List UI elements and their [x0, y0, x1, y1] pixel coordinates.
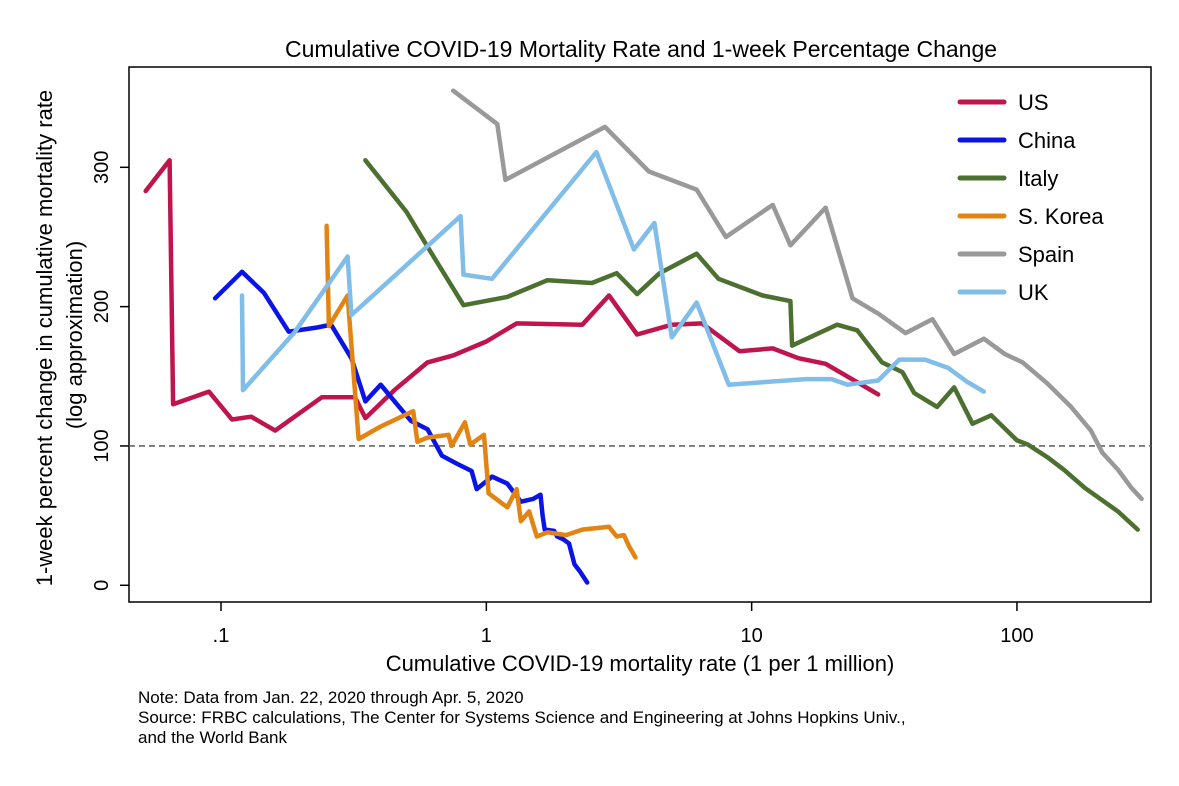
y-axis-label-line-2: (log approximation) [62, 241, 87, 429]
legend-label: Italy [1018, 166, 1058, 191]
x-axis-label: Cumulative COVID-19 mortality rate (1 pe… [386, 651, 895, 676]
y-tick-label: 300 [91, 151, 113, 184]
y-axis-ticks: 0 100 200 300 [91, 151, 129, 591]
y-tick-label: 0 [91, 580, 113, 591]
legend-label: S. Korea [1018, 204, 1104, 229]
note-line: Note: Data from Jan. 22, 2020 through Ap… [138, 688, 524, 707]
series-line-italy [363, 158, 1140, 532]
series-line-spain [450, 88, 1144, 502]
x-axis-ticks: .1 1 10 100 [213, 602, 1034, 647]
legend-label: US [1018, 90, 1049, 115]
series-line-uk [239, 149, 987, 394]
source-line-continued: and the World Bank [138, 728, 287, 747]
y-axis-label: 1-week percent change in cumulative mort… [32, 84, 87, 587]
legend-label: China [1018, 128, 1076, 153]
chart: Cumulative COVID-19 Mortality Rate and 1… [32, 36, 1152, 676]
x-tick-label: 1 [481, 625, 492, 647]
legend-label: UK [1018, 280, 1049, 305]
y-tick-label: 100 [91, 429, 113, 462]
series-line-s-korea [324, 223, 638, 560]
plot-frame [128, 66, 1152, 603]
legend: US China Italy S. Korea Spain UK [957, 90, 1104, 305]
y-tick-label: 200 [91, 290, 113, 323]
series-layer [143, 88, 1144, 585]
chart-title: Cumulative COVID-19 Mortality Rate and 1… [285, 36, 997, 62]
y-axis-label-line-1: 1-week percent change in cumulative mort… [32, 90, 57, 586]
legend-label: Spain [1018, 242, 1074, 267]
x-tick-label: 100 [1000, 625, 1033, 647]
series-line-us [143, 158, 881, 433]
x-tick-label: 10 [741, 625, 763, 647]
x-tick-label: .1 [213, 625, 230, 647]
source-line: Source: FRBC calculations, The Center fo… [138, 708, 906, 727]
